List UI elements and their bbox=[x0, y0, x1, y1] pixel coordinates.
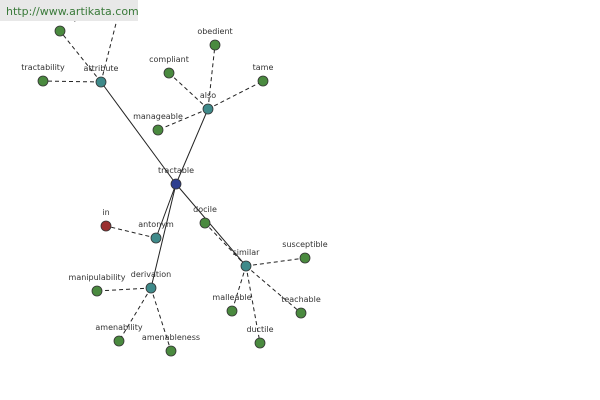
node-label: compliant bbox=[149, 55, 189, 64]
node bbox=[170, 178, 182, 190]
node bbox=[240, 260, 252, 272]
node-label: malleable bbox=[212, 293, 251, 302]
node bbox=[100, 220, 112, 232]
node bbox=[54, 25, 66, 37]
node-label: manageable bbox=[133, 112, 183, 121]
edge bbox=[175, 108, 209, 185]
node-label: in bbox=[102, 208, 109, 217]
node bbox=[226, 305, 238, 317]
edge-dashed bbox=[245, 265, 302, 314]
node bbox=[145, 282, 157, 294]
node-label: tractable bbox=[158, 166, 194, 175]
node-label: obedient bbox=[197, 27, 232, 36]
node bbox=[165, 345, 177, 357]
edge-dashed bbox=[96, 287, 152, 292]
node bbox=[91, 285, 103, 297]
node-label: attribute bbox=[84, 64, 119, 73]
node bbox=[150, 232, 162, 244]
edge-dashed bbox=[42, 80, 102, 83]
node-label: tame bbox=[253, 63, 274, 72]
url-box bbox=[0, 0, 138, 21]
node-label: manipulability bbox=[69, 273, 126, 282]
edge-dashed bbox=[118, 287, 152, 342]
node bbox=[295, 307, 307, 319]
node-label: also bbox=[200, 91, 216, 100]
node bbox=[113, 335, 125, 347]
url-text: http://www.artikata.com bbox=[6, 5, 139, 18]
node bbox=[199, 217, 211, 229]
edge-dashed bbox=[231, 265, 247, 312]
node bbox=[37, 75, 49, 87]
edge-dashed bbox=[245, 265, 261, 344]
edge bbox=[155, 183, 177, 239]
node bbox=[152, 124, 164, 136]
node-label: tractability bbox=[21, 63, 65, 72]
edge-dashed bbox=[105, 225, 157, 239]
node bbox=[254, 337, 266, 349]
node bbox=[209, 39, 221, 51]
edge-dashed bbox=[207, 44, 216, 110]
node-label: derivation bbox=[131, 270, 171, 279]
edge-dashed bbox=[157, 108, 209, 131]
edges bbox=[42, 0, 306, 352]
node-label: similar bbox=[233, 248, 261, 257]
node bbox=[202, 103, 214, 115]
node bbox=[257, 75, 269, 87]
edge-dashed bbox=[245, 257, 306, 267]
edge-dashed bbox=[59, 30, 102, 83]
edge-dashed bbox=[207, 80, 264, 110]
node-label: teachable bbox=[281, 295, 321, 304]
node-label: ductile bbox=[246, 325, 273, 334]
node-label: antonym bbox=[138, 220, 174, 229]
node-label: amenability bbox=[95, 323, 142, 332]
node-label: susceptible bbox=[282, 240, 327, 249]
edge bbox=[175, 183, 247, 267]
node-label: amenableness bbox=[142, 333, 200, 342]
node bbox=[299, 252, 311, 264]
nodes: tractableattributeflexibilitytractabilit… bbox=[21, 13, 328, 357]
node-label: docile bbox=[193, 205, 217, 214]
edge bbox=[150, 183, 177, 289]
node bbox=[95, 76, 107, 88]
edge-dashed bbox=[204, 222, 247, 267]
edge bbox=[100, 81, 177, 185]
node bbox=[163, 67, 175, 79]
edge-dashed bbox=[168, 72, 209, 110]
